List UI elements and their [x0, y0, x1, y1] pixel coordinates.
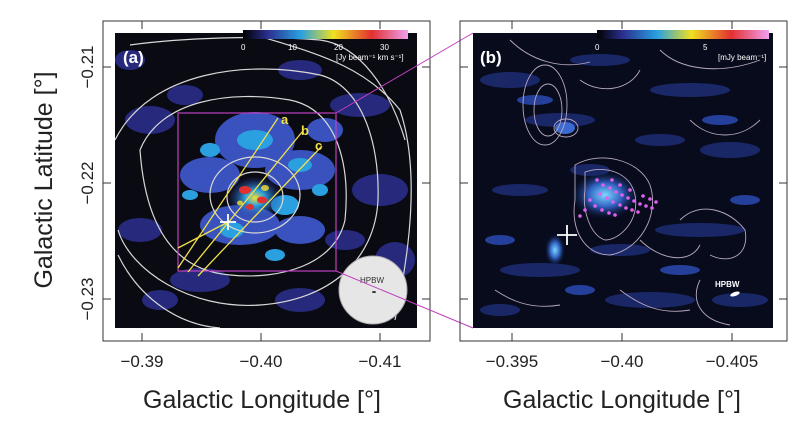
panel-a-cb-tick-0: 0 [241, 43, 246, 52]
panel-b-beam-label: HPBW [715, 280, 740, 289]
panel-a-colorbar [243, 30, 408, 39]
line-label-b: b [301, 123, 309, 138]
panel-b-cb-tick-0: 0 [595, 43, 600, 52]
panel-a-xtick-2: −0.41 [358, 352, 401, 371]
panel-a-beam-label: HPBW [360, 276, 384, 285]
line-label-c: c [315, 138, 322, 153]
panel-b-dots [578, 178, 658, 218]
panel-a-axis-ticks [103, 21, 430, 341]
panel-a: a b c HPBW 0 10 20 30 [Jy beam⁻¹ km s⁻¹]… [30, 20, 431, 414]
zoom-connectors [335, 32, 474, 329]
panel-a-ytick-2: −0.23 [78, 277, 97, 320]
panel-b-contours [494, 39, 761, 326]
panel-a-label: (a) [123, 48, 144, 67]
panel-a-cb-tick-3: 30 [380, 43, 389, 52]
panel-b: HPBW 0 5 [mJy beam⁻¹] (b) −0.395 −0.40 −… [459, 20, 788, 414]
panel-a-xtick-0: −0.39 [120, 352, 163, 371]
panel-a-ytick-0: −0.21 [78, 45, 97, 88]
panel-a-emission [115, 50, 415, 312]
panel-b-xlabel: Galactic Longitude [°] [503, 386, 741, 414]
panel-a-cut-lines [177, 117, 323, 277]
panel-b-xtick-2: −0.405 [706, 352, 758, 371]
panel-a-cross-marker [220, 214, 236, 230]
panel-a-colorbar-unit: [Jy beam⁻¹ km s⁻¹] [336, 53, 404, 62]
panel-a-beam-circle [338, 255, 408, 325]
panel-b-axis-ticks [460, 21, 787, 341]
panel-b-colorbar-unit: [mJy beam⁻¹] [718, 53, 766, 62]
panel-b-xtick-1: −0.40 [600, 352, 643, 371]
panel-b-emission [480, 54, 768, 316]
panel-a-cb-tick-1: 10 [288, 43, 297, 52]
panel-a-xlabel: Galactic Longitude [°] [143, 386, 381, 414]
panel-b-cb-tick-1: 5 [703, 43, 708, 52]
panel-a-ytick-1: −0.22 [78, 161, 97, 204]
panel-a-cb-tick-2: 20 [334, 43, 343, 52]
panel-b-cross-marker [557, 225, 577, 245]
panel-a-zoom-box [177, 112, 337, 272]
panel-a-xtick-1: −0.40 [239, 352, 282, 371]
panel-b-label: (b) [480, 48, 502, 67]
panel-b-colorbar [597, 30, 769, 39]
panel-a-contours [115, 33, 412, 328]
panel-a-ylabel: Galactic Latitude [°] [30, 71, 58, 288]
line-label-a: a [281, 112, 289, 127]
panel-b-xtick-0: −0.395 [486, 352, 538, 371]
